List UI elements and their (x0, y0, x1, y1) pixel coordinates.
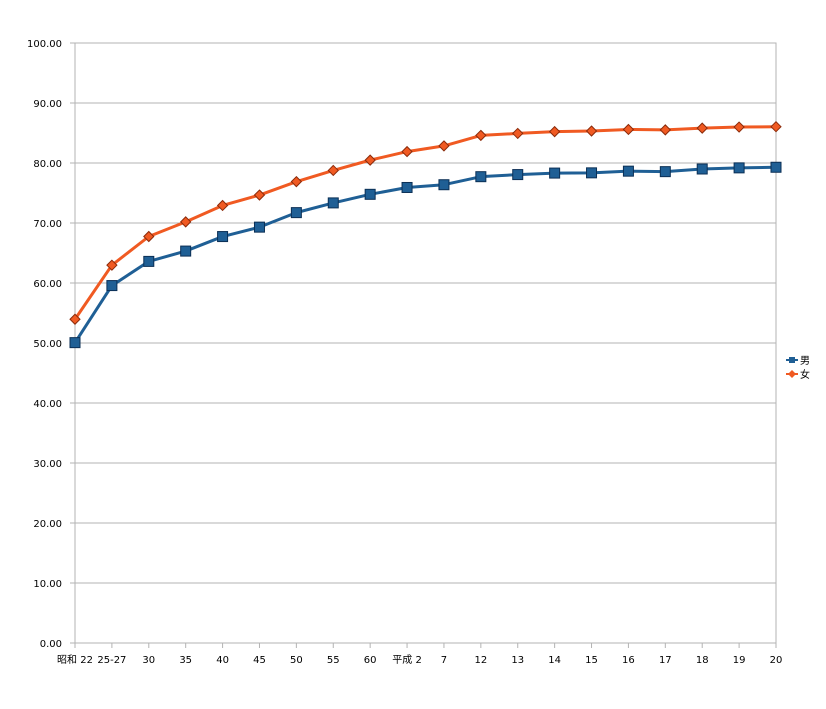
data-point (586, 167, 598, 179)
y-tick-label: 40.00 (33, 399, 62, 410)
legend-item-2: 女 (786, 368, 810, 381)
data-point (290, 207, 302, 219)
x-tick-label: 40 (216, 655, 229, 666)
data-point (253, 221, 265, 233)
data-point (696, 163, 708, 175)
data-point (401, 181, 413, 193)
data-point (696, 122, 708, 134)
data-point (622, 165, 634, 177)
data-point (733, 121, 745, 133)
x-tick-label: 35 (179, 655, 192, 666)
data-point (585, 125, 598, 137)
data-point (327, 197, 339, 209)
series-2 (69, 120, 782, 325)
x-tick-label: 25-27 (97, 655, 126, 666)
data-point (733, 162, 745, 174)
data-point (512, 169, 524, 181)
y-axis-ticks: 0.00 10.00 20.00 30.00 40.00 50.00 60.00 70.00 8… (27, 39, 75, 650)
x-tick-label: 20 (770, 655, 783, 666)
data-point (438, 140, 450, 152)
data-point (659, 124, 672, 136)
legend: 男女 (786, 355, 810, 381)
x-tick-label: 平成 2 (392, 654, 422, 666)
x-tick-label: 昭和 22 (57, 654, 93, 666)
data-point (290, 175, 303, 188)
x-tick-label: 14 (548, 655, 561, 666)
data-point (364, 188, 376, 200)
data-point (143, 230, 155, 243)
data-point (475, 129, 487, 142)
y-tick-label: 20.00 (33, 519, 62, 530)
x-tick-label: 13 (511, 655, 524, 666)
data-point (327, 164, 339, 177)
y-tick-label: 50.00 (33, 339, 62, 350)
gridlines (75, 42, 776, 644)
data-point (512, 127, 524, 140)
data-point (143, 255, 155, 267)
x-tick-label: 55 (327, 655, 340, 666)
data-point (106, 280, 118, 292)
data-point (69, 337, 81, 349)
data-point (401, 145, 413, 158)
x-tick-label: 17 (659, 655, 672, 666)
legend-item-1: 男 (786, 355, 810, 367)
series-1 (69, 161, 782, 349)
data-point (475, 171, 487, 183)
y-tick-label: 10.00 (33, 579, 62, 590)
data-point (770, 120, 782, 133)
x-tick-label: 16 (622, 655, 635, 666)
series-line (73, 125, 777, 321)
legend-label: 女 (800, 368, 810, 381)
data-point (659, 166, 671, 178)
y-tick-label: 90.00 (33, 99, 62, 110)
y-tick-label: 30.00 (33, 459, 62, 470)
x-tick-label: 60 (364, 655, 377, 666)
legend-swatch-marker (789, 357, 795, 363)
data-point (69, 313, 81, 325)
data-point (438, 179, 450, 191)
x-tick-label: 30 (142, 655, 155, 666)
x-axis-ticks: 昭和 22 25-27 30 35 40 45 50 55 60 平成 2 7 12 13 14 15 16 1… (57, 643, 782, 666)
legend-swatch-marker (788, 370, 796, 378)
y-tick-label: 70.00 (33, 219, 62, 230)
x-tick-label: 12 (474, 655, 487, 666)
data-point (548, 125, 561, 138)
series-line (73, 165, 777, 344)
x-tick-label: 45 (253, 655, 266, 666)
x-tick-label: 18 (696, 655, 709, 666)
y-tick-label: 100.00 (27, 39, 62, 50)
x-tick-label: 15 (585, 655, 598, 666)
x-tick-label: 50 (290, 655, 303, 666)
data-point (106, 259, 118, 271)
x-tick-label: 7 (441, 655, 447, 666)
data-point (217, 231, 229, 243)
data-point (549, 167, 561, 179)
data-point (770, 161, 782, 173)
data-point (253, 189, 266, 201)
data-point (364, 154, 376, 166)
y-tick-label: 60.00 (33, 279, 62, 290)
data-point (622, 123, 635, 136)
data-point (216, 199, 229, 212)
y-tick-label: 80.00 (33, 159, 62, 170)
series-layer (69, 120, 782, 349)
data-point (179, 216, 192, 228)
x-tick-label: 19 (733, 655, 746, 666)
y-tick-label: 0.00 (40, 639, 62, 650)
legend-label: 男 (800, 355, 810, 367)
data-point (180, 245, 192, 257)
